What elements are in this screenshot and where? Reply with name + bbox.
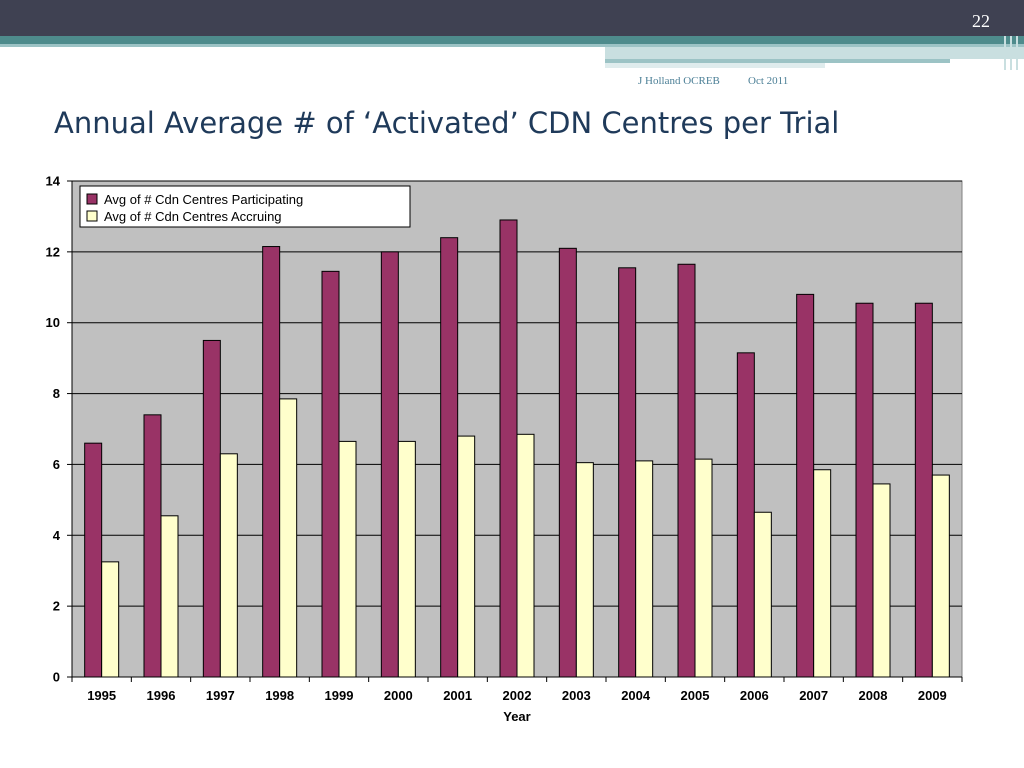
bar [753,511,772,678]
bar [338,440,357,678]
bar [219,453,238,678]
bar [440,237,459,678]
x-tick-label: 2008 [859,688,888,703]
y-tick-label: 8 [53,386,60,401]
y-tick-label: 10 [46,315,60,330]
y-tick-label: 0 [53,670,60,685]
x-tick-label: 2003 [562,688,591,703]
bar [872,483,891,678]
bar [143,414,162,678]
bar-chart: 0 2 4 6 8 10 12 14 1995 1996 1997 1998 1999 2000 2001 2… [46,174,963,724]
header-edge-line [1004,36,1006,70]
x-tick-label: 2002 [503,688,532,703]
x-tick-label: 1996 [147,688,176,703]
bar [575,462,594,678]
bar [262,246,281,678]
y-tick-label: 2 [53,599,60,614]
x-axis-title: Year [503,709,530,724]
bar [380,251,399,678]
header-bar [0,0,1024,36]
bar [202,339,221,678]
bar [813,469,832,678]
header-stripe [605,63,825,68]
bar [84,442,103,678]
header-stripe [0,44,1024,47]
bar [931,474,950,678]
bar [677,263,696,678]
bar [516,433,535,678]
header-stripe [605,47,1024,59]
x-tick-label: 2005 [681,688,710,703]
bar [618,267,637,678]
header-edge-line [1010,36,1012,70]
x-tick-label: 1995 [87,688,116,703]
bar [855,302,874,678]
bar [558,247,577,678]
bar [914,302,933,678]
bar [635,460,654,678]
bar [499,219,518,678]
header-stripe [0,36,1024,44]
x-tick-label: 1999 [325,688,354,703]
bar [160,515,179,678]
bar [694,458,713,678]
bar [321,270,340,678]
x-tick-label: 2000 [384,688,413,703]
x-tick-label: 1997 [206,688,235,703]
y-tick-label: 4 [53,528,61,543]
x-tick-label: 2007 [799,688,828,703]
bar [457,435,476,678]
legend-label: Avg of # Cdn Centres Participating [104,192,303,207]
bar [736,352,755,678]
bar [796,293,815,678]
page-title: Annual Average # of ‘Activated’ CDN Cent… [54,106,840,140]
y-tick-label: 6 [53,457,60,472]
legend [79,185,411,228]
bar [279,398,298,678]
legend-label: Avg of # Cdn Centres Accruing [104,209,282,224]
header-stripe [605,59,950,63]
bar [397,440,416,678]
slide-number: 22 [972,11,990,31]
y-tick-label: 12 [46,244,60,259]
footer-date: Oct 2011 [748,75,789,87]
x-tick-label: 1998 [265,688,294,703]
footer-author: J Holland OCREB [638,75,720,87]
legend-swatch [86,193,98,205]
legend-swatch [86,210,98,222]
bar [101,561,120,678]
header-edge-line [1016,36,1018,70]
y-tick-label: 14 [46,174,61,189]
x-tick-label: 2006 [740,688,769,703]
x-tick-label: 2001 [443,688,472,703]
x-tick-label: 2009 [918,688,947,703]
x-tick-label: 2004 [621,688,651,703]
